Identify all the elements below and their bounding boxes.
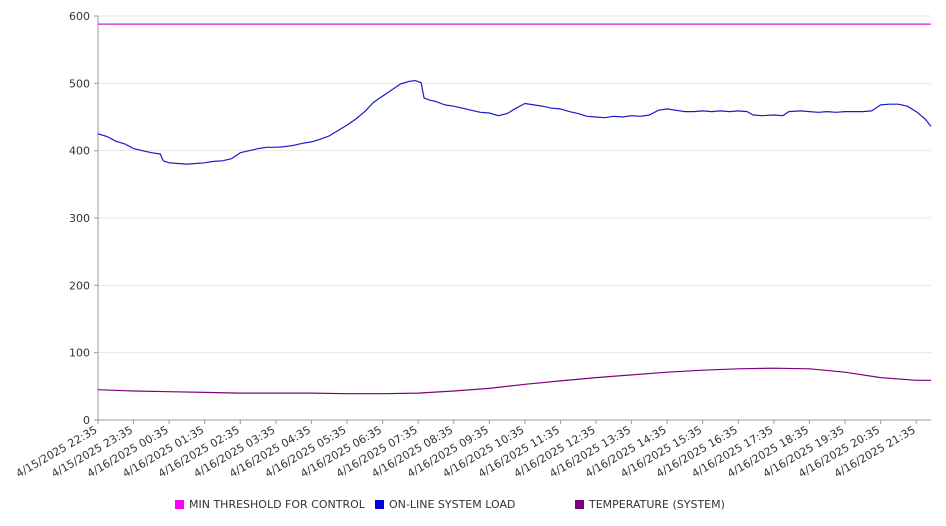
y-tick-label-500: 500 [69, 77, 90, 90]
axes [94, 15, 931, 424]
grid-lines [98, 15, 931, 354]
y-tick-label-600: 600 [69, 10, 90, 23]
y-tick-labels: 0 100 200 300 400 500 600 [69, 10, 90, 427]
legend-item-min-threshold: MIN THRESHOLD FOR CONTROL [175, 498, 365, 511]
y-tick-label-100: 100 [69, 347, 90, 360]
legend-label-temperature: TEMPERATURE (SYSTEM) [589, 498, 725, 511]
y-tick-label-200: 200 [69, 279, 90, 292]
y-tick-label-0: 0 [83, 414, 90, 427]
legend-swatch-min-threshold [175, 500, 184, 509]
legend-label-min-threshold: MIN THRESHOLD FOR CONTROL [189, 498, 365, 511]
legend-swatch-system-load [375, 500, 384, 509]
legend-item-temperature: TEMPERATURE (SYSTEM) [575, 498, 725, 511]
legend-swatch-temperature [575, 500, 584, 509]
series-lines [97, 23, 932, 395]
x-tick-labels: 4/15/2025 22:354/15/2025 23:354/16/2025 … [14, 423, 918, 480]
series-line-on-line-system-load [97, 80, 932, 165]
y-tick-label-400: 400 [69, 145, 90, 158]
series-line-temperature-system [97, 367, 931, 395]
legend-item-system-load: ON-LINE SYSTEM LOAD [375, 498, 515, 511]
legend: MIN THRESHOLD FOR CONTROL ON-LINE SYSTEM… [0, 498, 946, 514]
y-tick-label-300: 300 [69, 212, 90, 225]
legend-label-system-load: ON-LINE SYSTEM LOAD [389, 498, 516, 511]
